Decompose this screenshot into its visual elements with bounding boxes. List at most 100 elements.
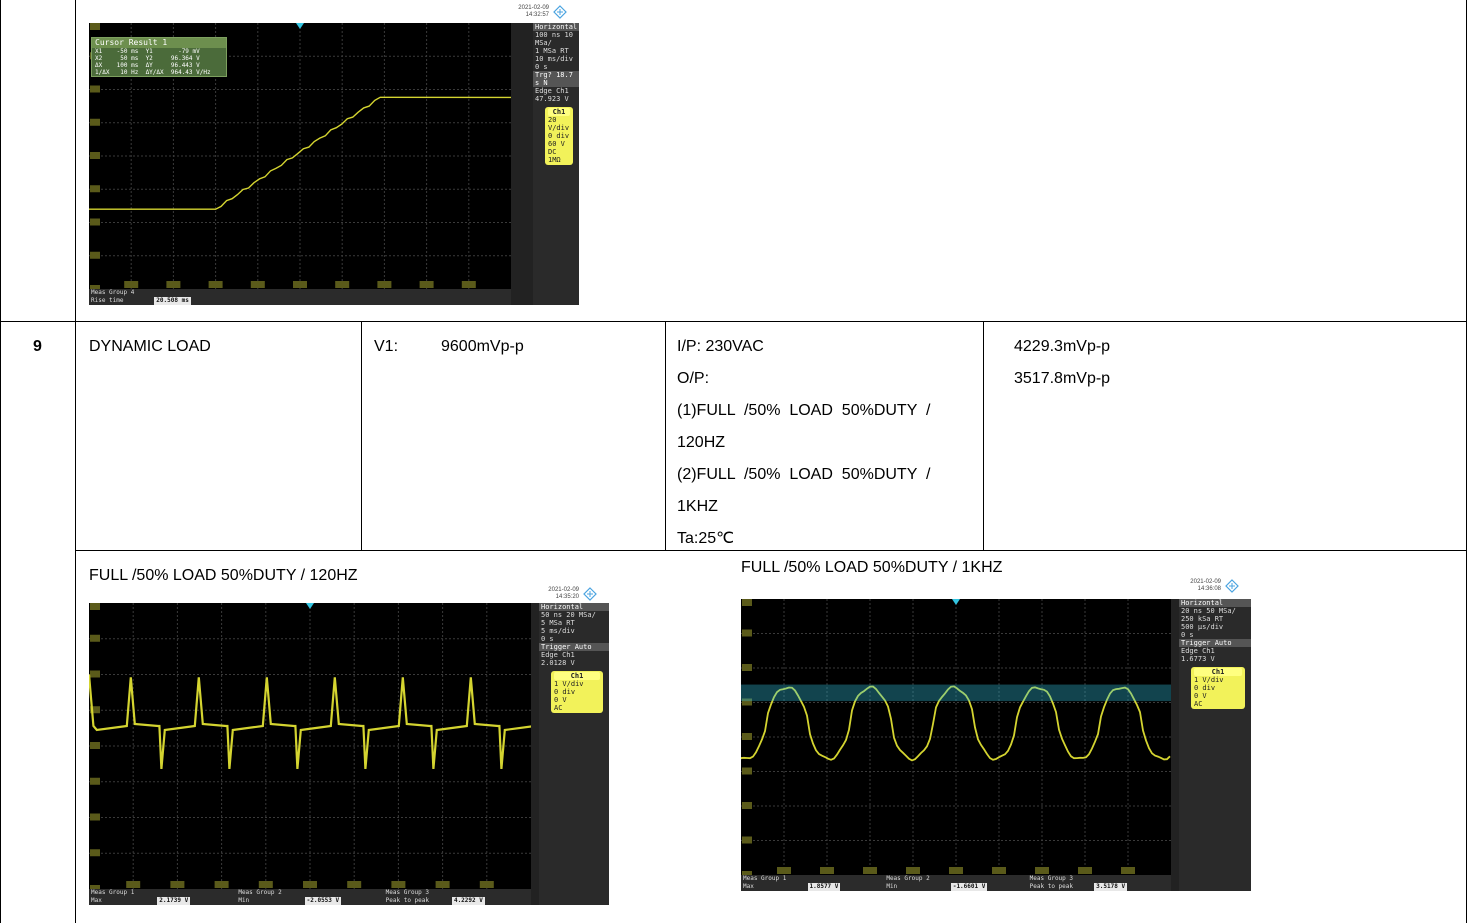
measurement-group: Meas Group 2 Min -2.0553 V [238, 889, 381, 905]
row-border-top9 [0, 321, 1467, 322]
measurement-label: Meas Group 3 [385, 889, 430, 896]
measurement-name: Max [743, 883, 754, 890]
measurement-bar: Meas Group 1 Max 1.8577 V Meas Group 2 Min -1… [741, 875, 1171, 891]
trigger-marker-icon [296, 23, 304, 29]
scope-plot [89, 603, 531, 889]
scope-date: 2021-02-09 [1190, 579, 1221, 585]
scope-screenshot-1khz: 2021-02-09 14:36:08 Horizontal 20 ns 50 MSa… [741, 579, 1251, 891]
ch1-settings: Ch1 1 V/div 0 div 0 V AC [551, 671, 603, 713]
ch1-setting: Ch1 [554, 672, 600, 680]
measurement-bar: Meas Group 4 Rise time 20.508 ms [89, 289, 511, 305]
brand-logo-icon [553, 5, 567, 19]
measurement-row: Max 2.1739 V [91, 897, 234, 905]
trigger-info: Edge Ch1 [535, 87, 569, 95]
measurement-value: 3.5178 V [1094, 883, 1128, 891]
row-number: 9 [33, 338, 42, 355]
measurement-group: Meas Group 4 Rise time 20.508 ms [91, 289, 228, 305]
col-border-3 [983, 321, 984, 550]
cursor-row: 1/ΔX 10 Hz ΔY/ΔX 964.43 V/Hz [95, 69, 211, 76]
measurement-value: 2.1739 V [157, 897, 191, 905]
horizontal-info: 0 s [535, 63, 548, 71]
measurement-row: Max 1.8577 V [743, 883, 882, 891]
condition-line: (2)FULL /50% LOAD 50%DUTY / [677, 466, 931, 483]
horizontal-info: Horizontal [539, 603, 609, 611]
scope-screenshot-120hz: 2021-02-09 14:35:20 Horizontal 50 ns 20 MSa… [89, 587, 609, 905]
col-border-2 [665, 321, 666, 550]
horizontal-info: 500 µs/div [1181, 623, 1224, 631]
measurement-row: Min -1.6601 V [886, 883, 1025, 891]
ch1-setting: AC [1194, 700, 1203, 708]
scope-body: Horizontal 50 ns 20 MSa/5 MSa RT 5 ms/div 0… [89, 603, 609, 905]
ch1-setting: AC [554, 704, 563, 712]
trigger-info: 1.6773 V [1181, 655, 1215, 663]
horizontal-info: 0 s [541, 635, 554, 643]
measurement-row: Rise time 20.508 ms [91, 297, 228, 305]
horizontal-info: 250 kSa RT [1181, 615, 1224, 623]
ch1-setting: 0 div [1194, 684, 1216, 692]
horizontal-info: Horizontal [1179, 599, 1251, 607]
waveform-trace [741, 685, 1171, 762]
scope-waveform [89, 23, 511, 289]
measurement-group: Meas Group 1 Max 2.1739 V [91, 889, 234, 905]
trigger-info: Edge Ch1 [541, 651, 575, 659]
trigger-info: Trigger Auto [539, 643, 609, 651]
condition-line: 1KHZ [677, 498, 718, 515]
scope-waveform [741, 599, 1171, 875]
scope-time: 14:35:20 [555, 594, 579, 600]
measurement-name: Min [238, 897, 250, 904]
scope-date: 2021-02-09 [518, 5, 549, 11]
ch1-setting: 0 V [554, 696, 567, 704]
scope-side-panel: Horizontal 20 ns 50 MSa/250 kSa RT 500 µs/… [1179, 599, 1251, 891]
condition-line: Ta:25℃ [677, 530, 735, 547]
measurement-label: Meas Group 2 [238, 889, 282, 896]
ch1-setting: 0 div [548, 132, 570, 140]
horizontal-info: 20 ns 50 MSa/ [1181, 607, 1236, 615]
measurement-label: Meas Group 1 [91, 889, 135, 896]
condition-line: 120HZ [677, 434, 726, 451]
table-border-num [75, 0, 76, 923]
horizontal-info: Horizontal [533, 23, 579, 31]
scope-time: 14:32:57 [525, 12, 549, 18]
conditions: I/P: 230VAC O/P: (1)FULL /50% LOAD 50%DU… [677, 337, 977, 553]
scope-waveform [89, 603, 531, 889]
cursor-title: Cursor Result 1 [92, 38, 226, 48]
horizontal-info: 10 ms/div [535, 55, 573, 63]
ch1-setting: 1 V/div [1194, 676, 1224, 684]
brand-logo-icon [1225, 579, 1239, 593]
ch1-setting: 0 div [554, 688, 576, 696]
condition-line: I/P: 230VAC [677, 338, 764, 355]
ch1-settings: Ch1 1 V/div 0 div 0 V AC [1191, 667, 1245, 709]
ch1-setting: 0 V [1194, 692, 1207, 700]
cursor-result-window: Cursor Result 1 X1 -50 ms Y1 -79 mV X2 50 … [91, 37, 227, 77]
scope-side-panel: Horizontal 50 ns 20 MSa/5 MSa RT 5 ms/div 0… [539, 603, 609, 905]
measurement-value: -1.6601 V [950, 883, 988, 891]
measurement-group: Meas Group 1 Max 1.8577 V [743, 875, 882, 891]
measurement-label: Meas Group 1 [743, 875, 787, 882]
ch1-settings: Ch1 20 V/div 0 div 60 V DC 1MΩ [545, 107, 573, 165]
trigger-marker-icon [952, 599, 960, 605]
scope-plot [741, 599, 1171, 875]
horizontal-info: 100 ns 10 MSa/ [535, 31, 573, 47]
trigger-info: Trg? 18.7 s N [533, 71, 579, 87]
cursor-row: ΔX 100 ms ΔY 96.443 V [95, 62, 200, 69]
trigger-info: Edge Ch1 [1181, 647, 1215, 655]
measurement-name: Rise time [91, 297, 124, 304]
measurement-value: 4.2292 V [451, 897, 485, 905]
scope-datetime: 2021-02-09 14:35:20 [519, 587, 579, 601]
measurement-label: Meas Group 3 [1029, 875, 1074, 882]
scope-scroll-strip [511, 23, 533, 305]
cursor-title-text: Cursor Result 1 [95, 38, 168, 47]
ch1-setting: Ch1 [1194, 668, 1242, 676]
condition-line: O/P: [677, 370, 710, 387]
scope-screenshot-rise-time: 2021-02-09 14:32:57 Horizontal 100 ns 10 MS… [89, 5, 579, 305]
ch1-setting: DC 1MΩ [548, 148, 561, 164]
measurement-group: Meas Group 3 Peak to peak 3.5178 V [1030, 875, 1169, 891]
scope-datetime: 2021-02-09 14:36:08 [1161, 579, 1221, 593]
condition-line: (1)FULL /50% LOAD 50%DUTY / [677, 402, 931, 419]
measurement-bar: Meas Group 1 Max 2.1739 V Meas Group 2 Min -2… [89, 889, 531, 905]
col-border-1 [361, 321, 362, 550]
scope-scroll-strip [531, 603, 539, 905]
measurement-value: 1.8577 V [807, 883, 841, 891]
measurement-value: 20.508 ms [154, 297, 191, 305]
caption-right: FULL /50% LOAD 50%DUTY / 1KHZ [741, 559, 1003, 576]
